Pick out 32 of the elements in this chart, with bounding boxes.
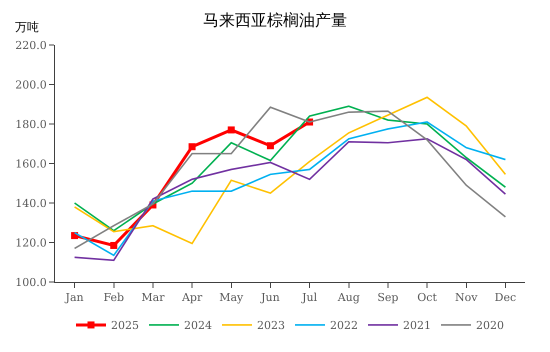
y-axis-title: 万吨 xyxy=(15,20,39,34)
point xyxy=(188,143,196,150)
legend-label: 2021 xyxy=(403,319,431,332)
x-tick-label: Jul xyxy=(301,291,318,304)
x-tick-label: Feb xyxy=(103,291,124,304)
x-tick-label: Apr xyxy=(180,291,203,304)
x-tick-label: Dec xyxy=(494,291,516,304)
chart-title: 马来西亚棕榈油产量 xyxy=(203,10,347,30)
y-tick-label: 220.0 xyxy=(15,38,47,52)
legend-label: 2020 xyxy=(476,319,504,332)
legend-label: 2022 xyxy=(330,319,358,332)
x-tick-label: May xyxy=(219,291,244,304)
x-tick-label: Nov xyxy=(455,291,478,304)
y-tick-label: 120.0 xyxy=(15,236,47,250)
legend-label: 2025 xyxy=(111,319,139,332)
x-tick-label: Oct xyxy=(417,291,438,304)
x-tick-label: Jun xyxy=(260,291,280,304)
x-tick-label: Aug xyxy=(336,291,360,304)
point xyxy=(228,126,235,134)
y-tick-label: 160.0 xyxy=(15,157,47,170)
y-tick-label: 140.0 xyxy=(15,196,47,210)
x-tick-label: Sep xyxy=(377,291,398,304)
legend-label: 2023 xyxy=(257,319,285,332)
x-tick-label: Mar xyxy=(141,291,166,304)
point xyxy=(266,142,274,150)
y-tick-label: 180.0 xyxy=(15,118,47,131)
y-tick-label: 100.0 xyxy=(15,276,47,289)
x-tick-label: Jan xyxy=(64,291,84,304)
legend-label: 2024 xyxy=(184,319,212,332)
y-tick-label: 200.0 xyxy=(15,78,47,92)
point xyxy=(110,242,118,249)
line-series xyxy=(74,138,506,262)
